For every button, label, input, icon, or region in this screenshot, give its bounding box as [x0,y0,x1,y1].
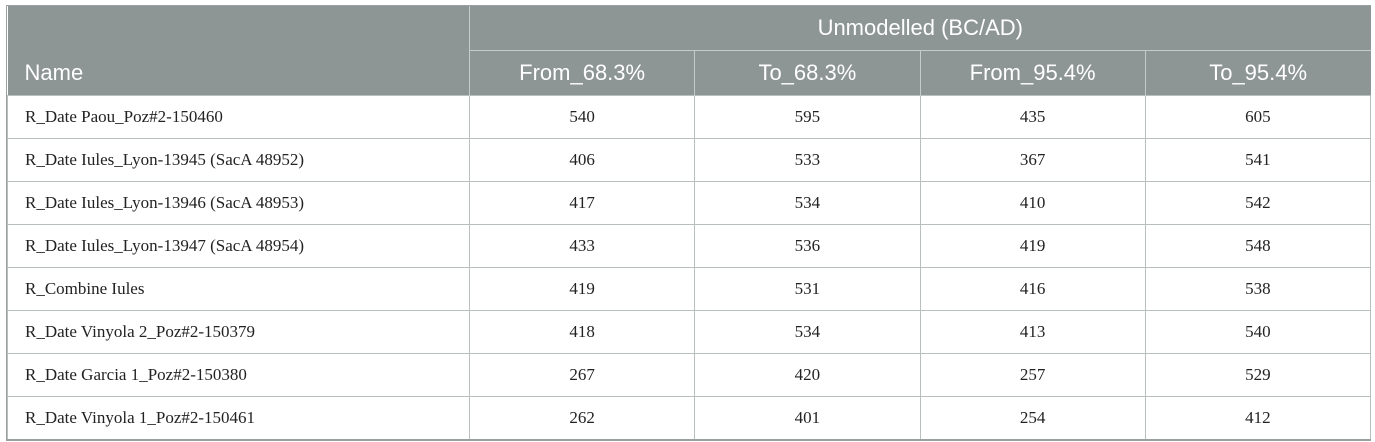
name-column-header: Name [7,6,470,96]
table-header: Name Unmodelled (BC/AD) From_68.3% To_68… [7,6,1371,96]
row-name-cell: R_Date Paou_Poz#2-150460 [7,95,470,139]
column-header-from-68: From_68.3% [469,50,696,96]
row-name-cell: R_Date Iules_Lyon-13945 (SacA 48952) [7,138,470,182]
row-name-cell: R_Date Vinyola 2_Poz#2-150379 [7,310,470,354]
table-row: R_Date Vinyola 1_Poz#2-150461 262 401 254 41… [7,396,1372,440]
column-header-to-68: To_68.3% [694,50,921,96]
table-body: R_Date Paou_Poz#2-150460 540 595 435 605 R_Da… [7,95,1372,440]
to-68-cell: 534 [694,181,921,225]
row-name-cell: R_Date Iules_Lyon-13947 (SacA 48954) [7,224,470,268]
header-group-row: Name Unmodelled (BC/AD) [7,6,1371,96]
from-95-cell: 254 [919,396,1146,440]
row-name-cell: R_Date Garcia 1_Poz#2-150380 [7,353,470,397]
from-95-cell: 419 [919,224,1146,268]
from-68-cell: 433 [468,224,696,268]
table-row: R_Date Iules_Lyon-13945 (SacA 48952) 406 5… [7,138,1372,182]
table-row: R_Date Iules_Lyon-13947 (SacA 48954) 433 5… [7,224,1372,268]
data-table-container: Name Unmodelled (BC/AD) From_68.3% To_68… [6,5,1372,441]
from-68-cell: 262 [468,396,696,440]
to-95-cell: 540 [1144,310,1372,354]
to-95-cell: 541 [1144,138,1372,182]
from-68-cell: 540 [468,95,696,139]
from-95-cell: 367 [919,138,1146,182]
table-row: R_Date Iules_Lyon-13946 (SacA 48953) 417 5… [7,181,1372,225]
header-column-row: From_68.3% To_68.3% From_95.4% To_95.4% [8,50,1371,96]
from-95-cell: 416 [919,267,1146,311]
to-68-cell: 536 [694,224,921,268]
radiocarbon-dates-table: Name Unmodelled (BC/AD) From_68.3% To_68… [7,6,1372,440]
to-68-cell: 531 [694,267,921,311]
to-68-cell: 533 [694,138,921,182]
from-68-cell: 419 [468,267,696,311]
table-row: R_Date Paou_Poz#2-150460 540 595 435 605 [7,95,1372,139]
from-95-cell: 410 [919,181,1146,225]
to-95-cell: 529 [1144,353,1372,397]
from-68-cell: 267 [468,353,696,397]
table-row: R_Combine Iules 419 531 416 538 [7,267,1372,311]
to-95-cell: 412 [1144,396,1372,440]
to-95-cell: 538 [1144,267,1372,311]
to-68-cell: 420 [694,353,921,397]
unmodelled-group-header: Unmodelled (BC/AD) [469,6,1371,51]
from-95-cell: 413 [919,310,1146,354]
from-68-cell: 406 [468,138,696,182]
to-68-cell: 534 [694,310,921,354]
column-header-to-95: To_95.4% [1145,50,1371,96]
row-name-cell: R_Date Vinyola 1_Poz#2-150461 [7,396,470,440]
to-95-cell: 548 [1144,224,1372,268]
table-row: R_Date Vinyola 2_Poz#2-150379 418 534 413 54… [7,310,1372,354]
row-name-cell: R_Date Iules_Lyon-13946 (SacA 48953) [7,181,470,225]
to-68-cell: 401 [694,396,921,440]
from-68-cell: 418 [468,310,696,354]
from-68-cell: 417 [468,181,696,225]
column-header-from-95: From_95.4% [920,50,1146,96]
from-95-cell: 257 [919,353,1146,397]
from-95-cell: 435 [919,95,1146,139]
to-68-cell: 595 [694,95,921,139]
table-row: R_Date Garcia 1_Poz#2-150380 267 420 257 529 [7,353,1372,397]
row-name-cell: R_Combine Iules [7,267,470,311]
to-95-cell: 605 [1144,95,1372,139]
to-95-cell: 542 [1144,181,1372,225]
